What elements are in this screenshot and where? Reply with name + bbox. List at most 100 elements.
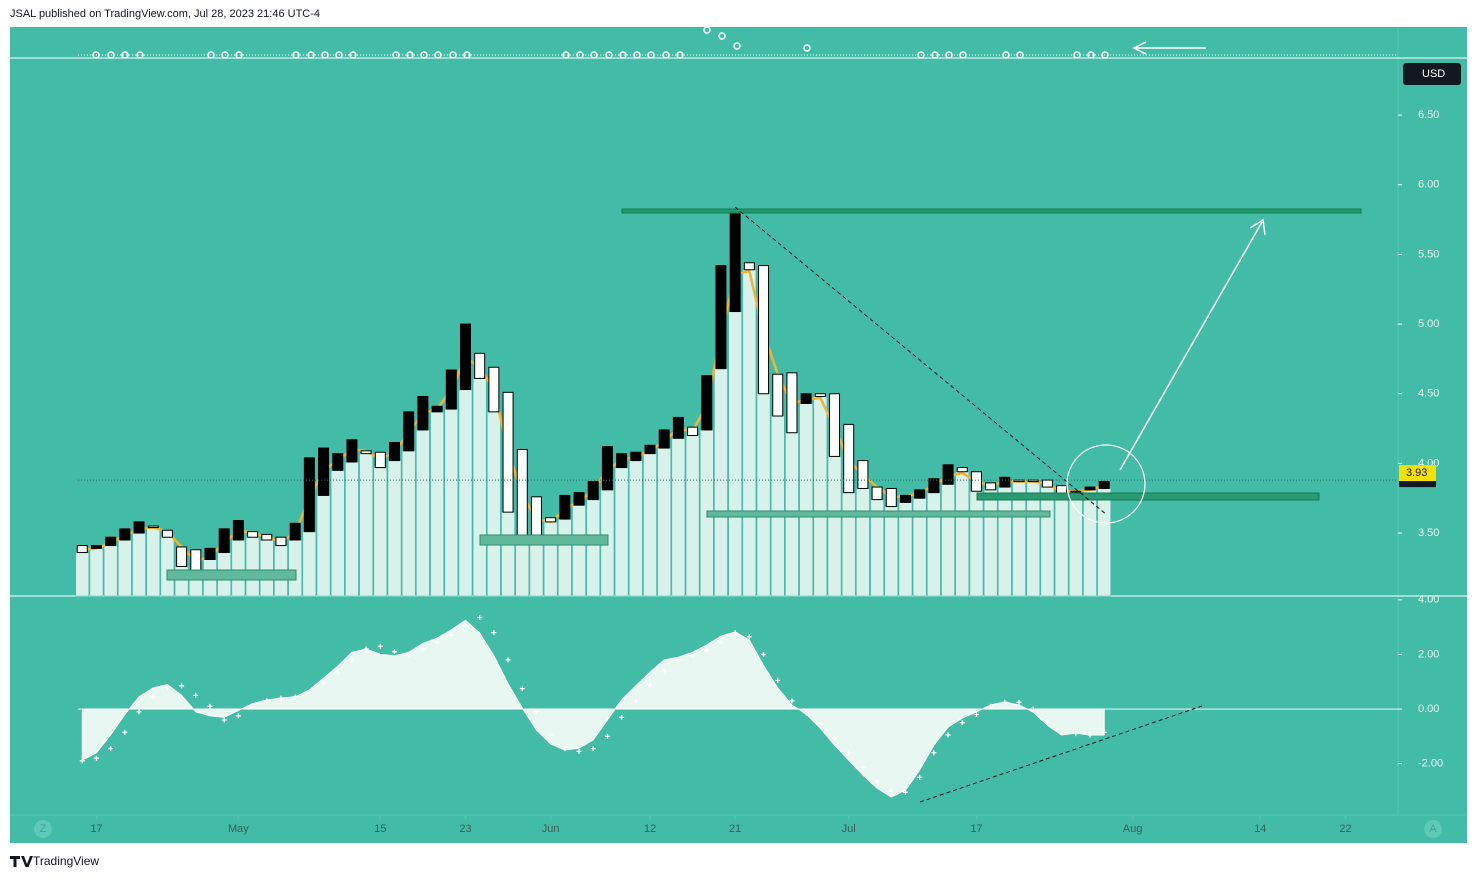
signal-cross — [221, 717, 227, 723]
signal-cross — [633, 698, 639, 704]
price-column — [330, 470, 345, 597]
price-column — [969, 490, 984, 597]
signal-cross — [902, 789, 908, 795]
signal-cross — [732, 630, 738, 636]
candle — [303, 457, 315, 533]
signal-cross — [264, 698, 270, 704]
signal-cross — [1030, 706, 1036, 712]
support-zone — [166, 569, 297, 581]
signal-dot — [92, 51, 100, 59]
candle — [431, 405, 443, 413]
candle — [389, 441, 401, 462]
last-price-label: 3.93 — [1406, 467, 1427, 479]
price-column — [856, 488, 870, 597]
price-column — [827, 456, 842, 597]
signal-dot — [335, 51, 343, 59]
signal-cross — [505, 657, 511, 663]
signal-dot — [803, 44, 811, 52]
price-column — [472, 378, 487, 597]
signal-cross — [973, 712, 979, 718]
candle — [1013, 479, 1025, 483]
price-column — [884, 506, 899, 597]
price-column — [288, 539, 302, 597]
button[interactable] — [1424, 820, 1442, 838]
candle — [545, 517, 557, 523]
price-column — [983, 489, 998, 597]
candle — [1027, 479, 1039, 483]
signal-cross — [477, 615, 483, 621]
price-column — [799, 403, 813, 597]
signal-dot — [676, 51, 684, 59]
price-column — [75, 552, 90, 597]
candle — [232, 519, 244, 541]
candle — [105, 536, 117, 547]
x-tick-label: 17 — [90, 823, 102, 835]
signal-cross — [392, 649, 398, 655]
candle — [502, 391, 514, 513]
trend-line — [734, 206, 1108, 516]
candle — [247, 531, 259, 538]
price-column — [316, 495, 331, 597]
signal-dot — [605, 51, 613, 59]
y-tick-label: 0.00 — [1418, 703, 1439, 715]
signal-cross — [136, 709, 142, 715]
price-column — [103, 545, 118, 597]
candle — [658, 429, 670, 449]
price-column — [841, 492, 856, 597]
price-column — [231, 539, 246, 597]
candle — [956, 467, 968, 473]
y-tick-label: 6.00 — [1418, 179, 1439, 191]
candle — [374, 451, 386, 469]
signal-cross — [235, 713, 241, 719]
candle — [318, 447, 330, 496]
price-column — [586, 499, 600, 597]
price-column — [387, 460, 402, 597]
signal-cross — [746, 634, 752, 640]
signal-cross — [959, 720, 965, 726]
candle — [899, 494, 911, 503]
signal-cross — [945, 732, 951, 738]
signal-cross — [832, 735, 838, 741]
signal-dot — [1002, 51, 1010, 59]
price-column — [245, 536, 260, 597]
button[interactable] — [34, 820, 52, 838]
candle — [701, 375, 713, 431]
signal-dot — [449, 51, 457, 59]
price-column — [614, 467, 629, 597]
price-column — [401, 450, 416, 597]
candle — [928, 478, 940, 494]
candle — [204, 547, 216, 561]
candle — [616, 453, 628, 469]
signal-cross — [491, 630, 497, 636]
candle — [743, 262, 755, 271]
candle — [758, 265, 770, 395]
price-column — [1097, 488, 1111, 597]
price-column — [359, 453, 373, 597]
price-column — [955, 471, 970, 597]
candle — [474, 352, 486, 379]
signal-cross — [150, 694, 156, 700]
price-column — [643, 453, 657, 597]
signal-cross — [1044, 718, 1050, 724]
highlight-circle — [1066, 444, 1146, 524]
y-tick-label: 4.50 — [1418, 388, 1439, 400]
publish-header: JSAL published on TradingView.com, Jul 2… — [10, 8, 320, 20]
signal-cross — [1016, 699, 1022, 705]
brand-name: TradingView — [33, 854, 99, 868]
signal-cross — [548, 732, 554, 738]
signal-cross — [590, 746, 596, 752]
signal-dot — [619, 51, 627, 59]
signal-cross — [363, 646, 369, 652]
price-column — [160, 536, 175, 597]
button-label: A — [1429, 823, 1437, 835]
currency-badge[interactable] — [1403, 63, 1461, 85]
signal-cross — [619, 714, 625, 720]
support-zone — [479, 534, 609, 546]
signal-cross — [775, 677, 781, 683]
signal-cross — [860, 765, 866, 771]
signal-cross — [846, 750, 852, 756]
signal-dot — [221, 51, 229, 59]
signal-dot — [307, 51, 315, 59]
candle — [814, 393, 826, 398]
